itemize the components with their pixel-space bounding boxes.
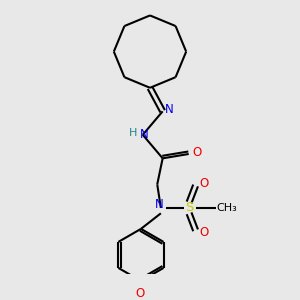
Text: O: O	[199, 177, 208, 190]
Text: O: O	[199, 226, 208, 238]
Text: O: O	[192, 146, 201, 159]
Text: O: O	[136, 287, 145, 300]
Text: N: N	[140, 128, 148, 141]
Text: H: H	[128, 128, 137, 138]
Text: S: S	[185, 201, 193, 214]
Text: CH₃: CH₃	[217, 203, 237, 213]
Text: N: N	[155, 199, 164, 212]
Text: N: N	[165, 103, 173, 116]
